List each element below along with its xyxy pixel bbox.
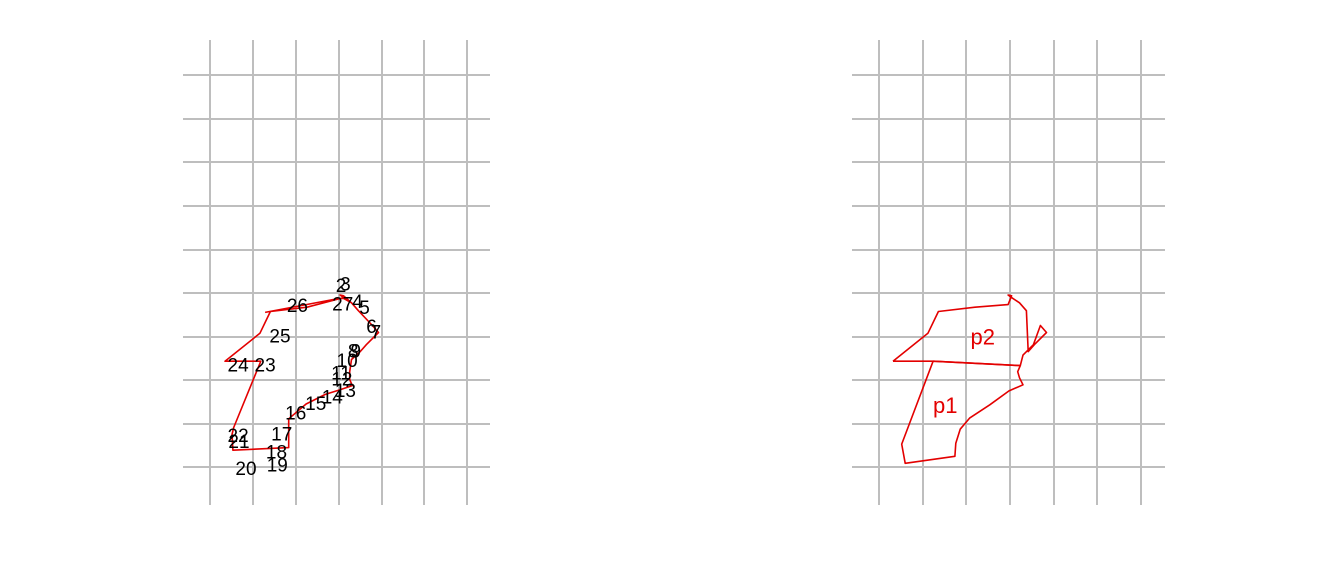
vertex-label-14: 14 bbox=[322, 388, 344, 409]
polygon-label-p1: p1 bbox=[933, 393, 957, 418]
vertex-label-5: 5 bbox=[359, 298, 370, 319]
vertex-label-3: 3 bbox=[340, 274, 351, 295]
vertex-label-19: 19 bbox=[267, 456, 288, 477]
vertex-label-9: 9 bbox=[351, 342, 362, 363]
vertex-label-26: 26 bbox=[287, 296, 308, 317]
vertex-label-12: 12 bbox=[331, 369, 352, 390]
vertex-label-20: 20 bbox=[235, 459, 256, 480]
vertex-label-6: 6 bbox=[366, 317, 377, 338]
vertex-label-18: 18 bbox=[266, 443, 287, 464]
left-vertex-labels: 3245678910111213141516171819202122232425… bbox=[228, 274, 382, 480]
right-polygon-labels: p1 p2 bbox=[933, 324, 995, 418]
polygon-label-p2: p2 bbox=[971, 324, 995, 349]
vertex-label-22: 22 bbox=[228, 426, 249, 447]
right-grid bbox=[852, 40, 1165, 505]
vertex-label-27: 27 bbox=[332, 294, 353, 315]
vertex-label-10: 10 bbox=[337, 351, 358, 372]
vertex-label-23: 23 bbox=[255, 356, 276, 377]
vertex-label-16: 16 bbox=[285, 403, 306, 424]
polygon-p1 bbox=[900, 360, 1024, 465]
vertex-label-17: 17 bbox=[271, 424, 292, 445]
left-grid bbox=[183, 40, 490, 505]
vertex-label-21: 21 bbox=[228, 432, 249, 453]
vertex-label-24: 24 bbox=[228, 356, 250, 377]
vertex-label-11: 11 bbox=[331, 363, 351, 384]
vertex-label-8: 8 bbox=[348, 342, 359, 363]
vertex-label-15: 15 bbox=[305, 394, 326, 415]
vertex-label-2: 2 bbox=[336, 276, 347, 297]
vertex-label-13: 13 bbox=[335, 381, 356, 402]
polygon-p2 bbox=[892, 294, 1048, 367]
vertex-label-4: 4 bbox=[352, 292, 363, 313]
vertex-label-7: 7 bbox=[371, 322, 382, 343]
left-polygon-outline bbox=[224, 294, 380, 452]
vertex-label-25: 25 bbox=[269, 327, 290, 348]
